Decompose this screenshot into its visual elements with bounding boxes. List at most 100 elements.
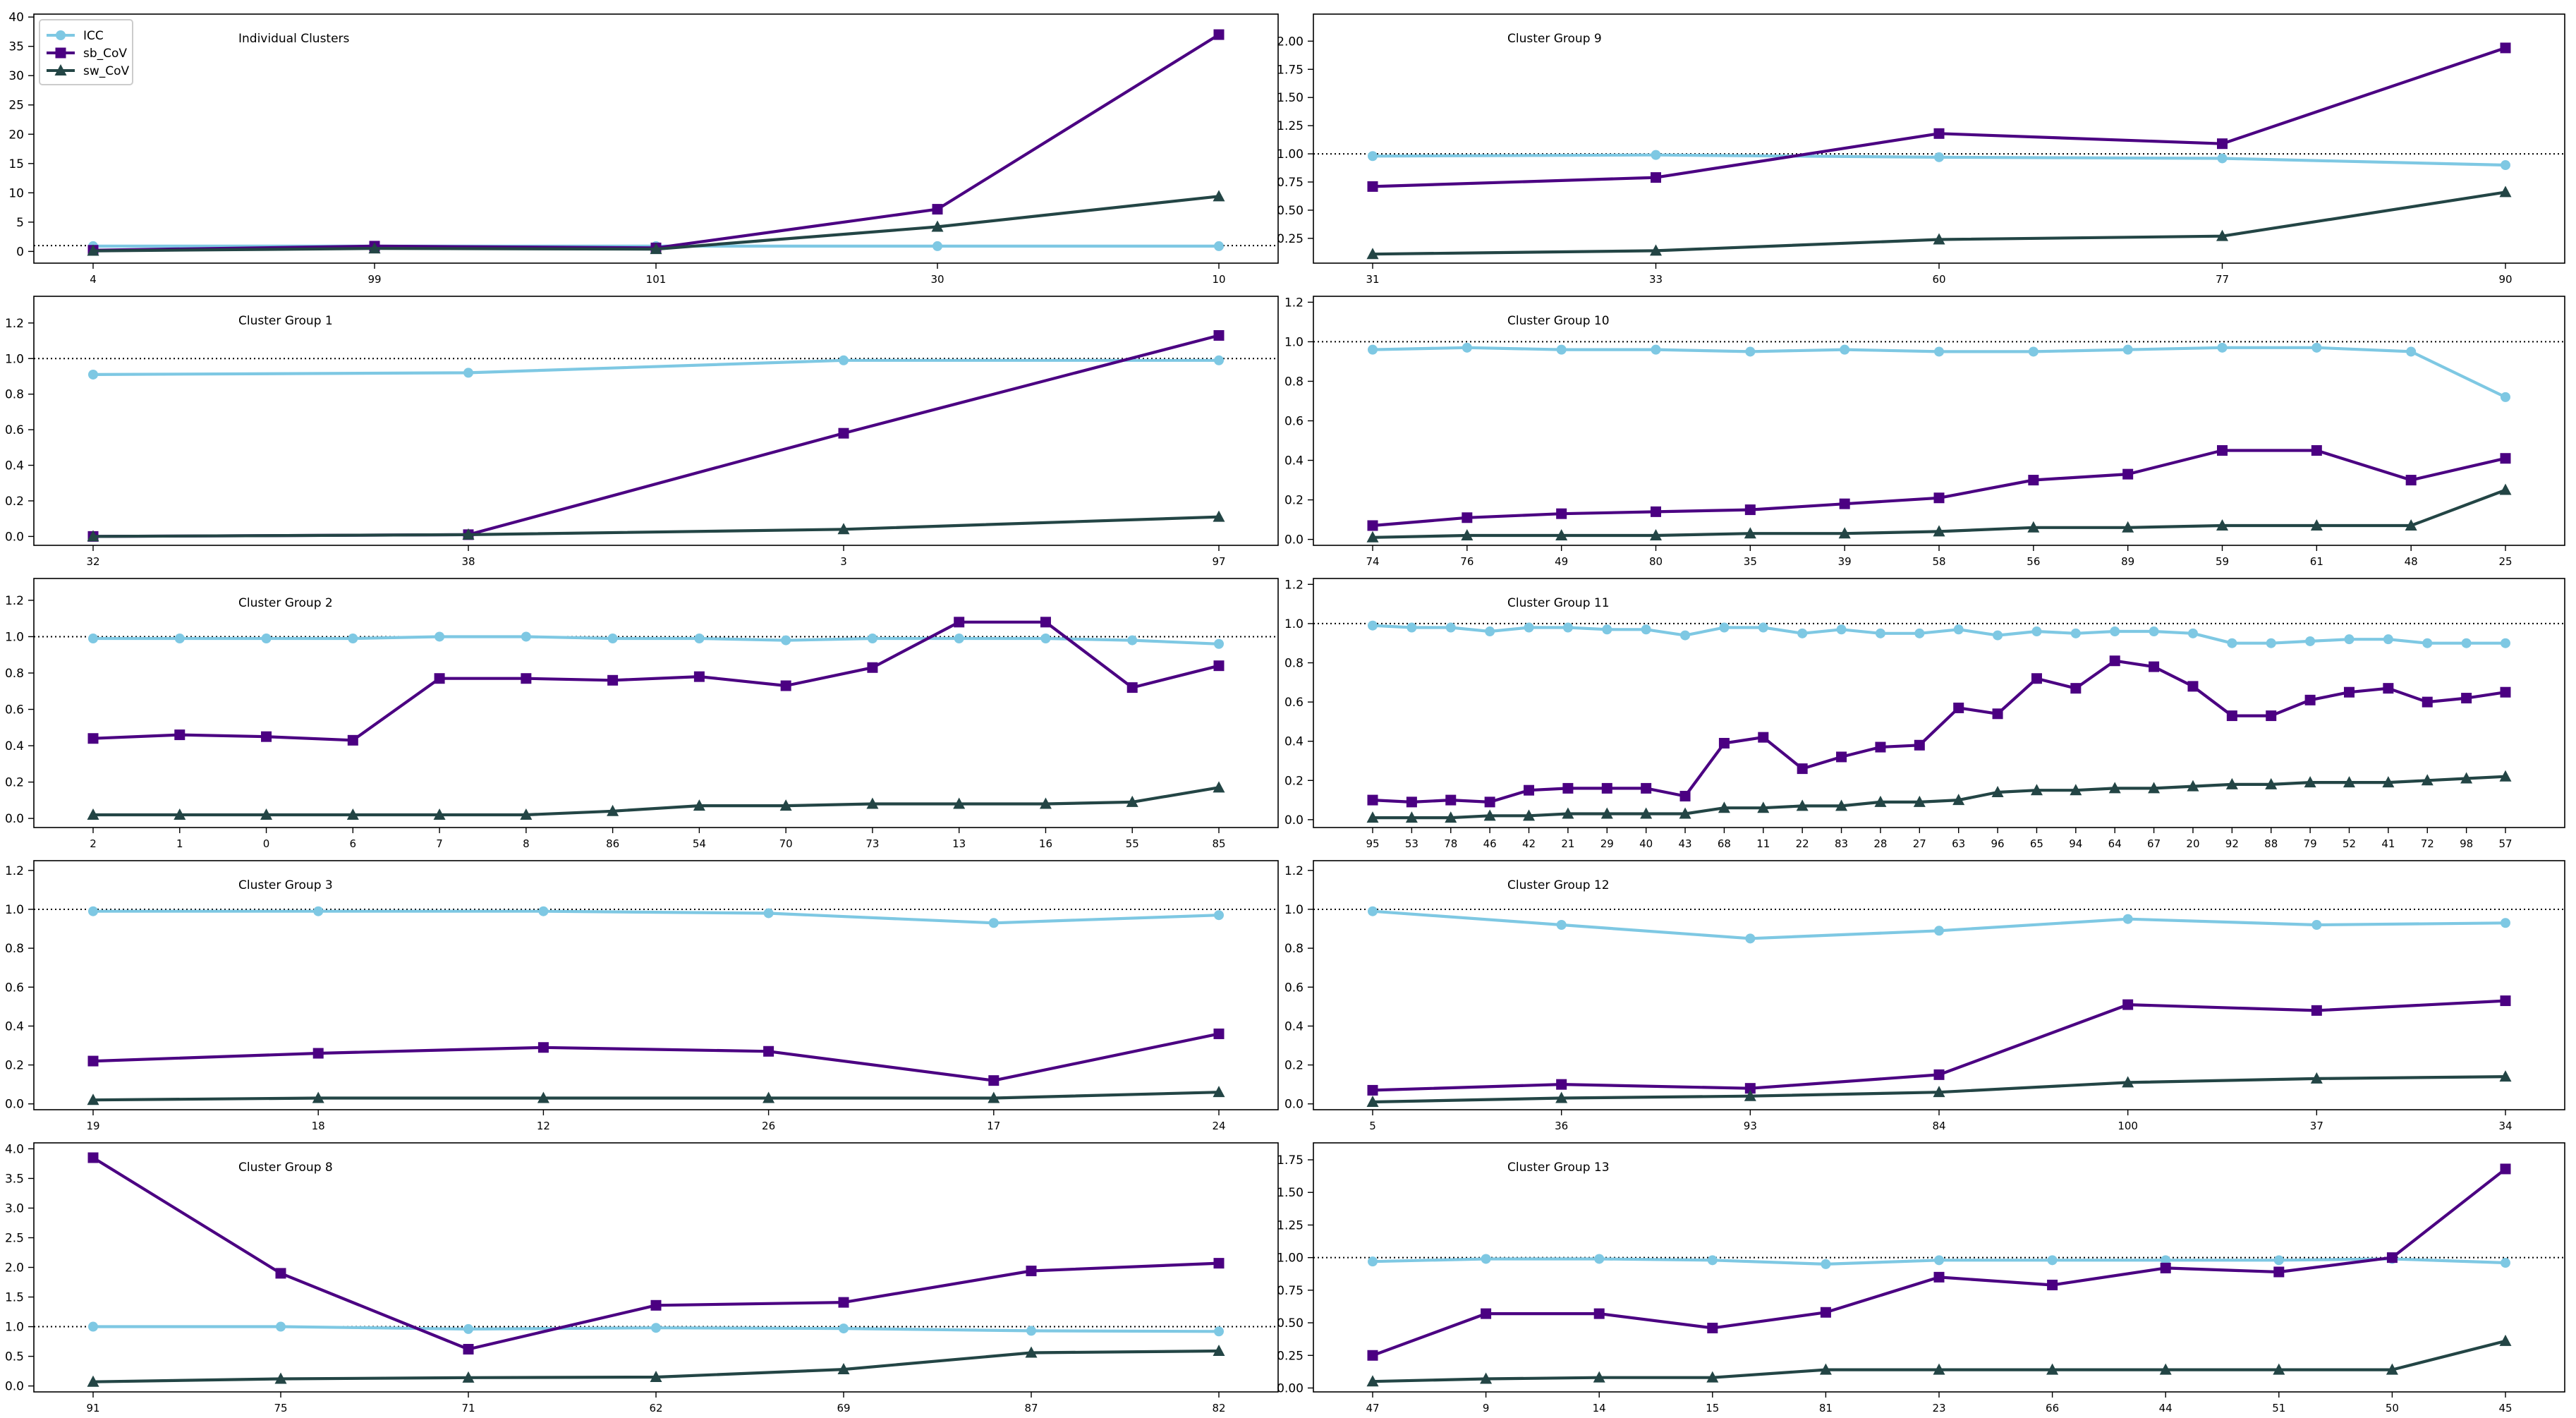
y-tick-label: 1.00 [1277, 1252, 1304, 1266]
y-tick-label: 0.2 [1284, 1059, 1304, 1073]
point-sb-cov [2304, 694, 2316, 705]
point-icc [2311, 342, 2322, 353]
point-sb-cov [2047, 1279, 2058, 1290]
x-tick-label: 19 [86, 1120, 99, 1132]
point-sb-cov [434, 673, 445, 684]
point-sb-cov [1651, 506, 1661, 517]
y-tick-label: 1.0 [1284, 335, 1304, 349]
point-icc [2110, 626, 2120, 637]
point-sb-cov [1992, 708, 2003, 720]
point-icc [1594, 1254, 1605, 1264]
point-icc [2070, 628, 2081, 638]
x-tick-label: 66 [2046, 1402, 2059, 1414]
point-sb-cov [1367, 520, 1378, 531]
point-sw-cov [1366, 1375, 1379, 1387]
point-icc [88, 634, 98, 644]
point-sw-cov [87, 244, 99, 256]
point-icc [988, 918, 999, 928]
point-icc [932, 241, 942, 251]
point-icc [1993, 630, 2003, 641]
panel-cluster-group-10: 0.0 0.2 0.4 0.6 0.8 1.0 1.2 74 76 49 80 35 39 58 56 89 5… [1284, 296, 2565, 568]
point-sw-cov [650, 243, 662, 255]
point-sw-cov [1213, 190, 1225, 202]
x-tick-label: 74 [1366, 555, 1379, 568]
point-icc [1407, 622, 1417, 633]
point-sb-cov [2217, 138, 2228, 150]
point-sw-cov [1706, 1371, 1719, 1383]
plot-frame [33, 860, 1279, 1110]
x-tick-label: 11 [1756, 837, 1770, 850]
x-tick-label: 26 [762, 1120, 775, 1132]
legend-label-sw-cov: sw_CoV [83, 64, 130, 78]
point-sb-cov [1651, 172, 1661, 183]
point-sb-cov [1213, 1028, 1225, 1039]
x-tick-label: 56 [2027, 555, 2040, 568]
point-sw-cov [2499, 770, 2512, 782]
point-sb-cov [1556, 1079, 1567, 1090]
point-icc [1745, 346, 1756, 357]
point-sw-cov [988, 1091, 1000, 1103]
point-sb-cov [1933, 492, 1945, 504]
point-sb-cov [1601, 782, 1612, 794]
point-sb-cov [2500, 1163, 2511, 1175]
point-icc [839, 355, 849, 365]
point-icc [1214, 355, 1224, 365]
x-tick-label: 28 [1873, 837, 1887, 850]
x-tick-label: 88 [2264, 837, 2278, 850]
x-tick-label: 60 [1932, 273, 1945, 286]
y-tick-label: 1.0 [5, 903, 24, 917]
point-sw-cov [1933, 1086, 1945, 1098]
point-icc [2501, 638, 2510, 648]
point-sb-cov [1758, 732, 1769, 743]
point-icc [88, 369, 98, 380]
point-sb-cov [1914, 739, 1925, 751]
point-sw-cov [2273, 1363, 2285, 1375]
x-tick-label: 41 [2381, 837, 2395, 850]
point-sb-cov [463, 1343, 474, 1355]
y-tick-label: 1.0 [5, 1321, 24, 1335]
y-tick-label: 25 [8, 99, 24, 113]
point-sw-cov [1835, 799, 1848, 811]
point-icc [1821, 1259, 1831, 1269]
point-sw-cov [1366, 1095, 1379, 1107]
x-tick-label: 96 [1991, 837, 2005, 850]
point-sw-cov [174, 808, 186, 820]
point-icc [1875, 628, 1885, 638]
point-sw-cov [1483, 809, 1496, 821]
point-sw-cov [1025, 1346, 1038, 1358]
point-icc [1797, 628, 1808, 638]
point-sb-cov [2122, 468, 2134, 480]
point-sb-cov [954, 617, 965, 628]
legend-label-sb-cov: sb_CoV [83, 47, 127, 61]
y-tick-label: 0.4 [1284, 735, 1304, 749]
series-line-sw-cov [92, 515, 1220, 538]
point-icc [1485, 626, 1495, 637]
y-tick-label: 1.0 [1284, 617, 1304, 631]
x-tick-label: 87 [1024, 1402, 1038, 1414]
x-tick-label: 54 [693, 837, 706, 850]
point-icc [1556, 344, 1567, 355]
point-sw-cov [2499, 483, 2512, 495]
x-tick-label: 14 [1593, 1402, 1606, 1414]
panel-title: Cluster Group 13 [1507, 1161, 1610, 1175]
x-tick-label: 77 [2216, 273, 2229, 286]
x-tick-label: 45 [2498, 1402, 2512, 1414]
y-tick-label: 0.0 [5, 1098, 24, 1112]
point-sb-cov [87, 733, 99, 744]
point-icc [261, 634, 272, 644]
point-icc [2031, 626, 2042, 637]
x-tick-label: 34 [2498, 1120, 2512, 1132]
point-sw-cov [1039, 797, 1052, 809]
point-sw-cov [1523, 809, 1536, 821]
y-tick-label: 1.5 [5, 1291, 24, 1305]
x-tick-label: 42 [1522, 837, 1536, 850]
point-sw-cov [2405, 519, 2417, 531]
point-icc [538, 906, 549, 916]
point-sb-cov [2217, 445, 2228, 456]
point-sw-cov [2159, 1363, 2172, 1375]
x-tick-label: 35 [1744, 555, 1757, 568]
point-sw-cov [1796, 799, 1809, 811]
point-sw-cov [2187, 780, 2199, 792]
y-tick-label: 0.0 [5, 1380, 24, 1394]
x-tick-label: 67 [2147, 837, 2161, 850]
